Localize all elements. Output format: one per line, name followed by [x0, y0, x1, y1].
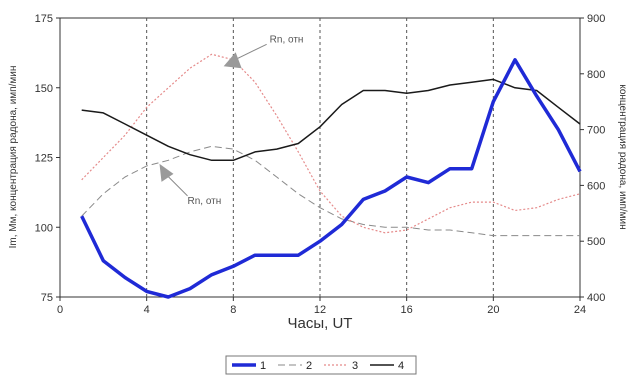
x-tick-label: 16: [401, 304, 413, 316]
x-tick-label: 20: [487, 304, 499, 316]
y-right-tick-label: 500: [587, 236, 605, 248]
y-left-tick-label: 175: [35, 13, 53, 25]
legend-label-4: 4: [398, 360, 404, 372]
y-left-axis-label: Im, Мм, концентрация радона, имп/мин: [8, 66, 19, 249]
legend-label-1: 1: [260, 360, 266, 372]
y-right-tick-label: 900: [587, 13, 605, 25]
series-4-line: [81, 78, 581, 162]
legend-frame: [225, 355, 417, 375]
series-group: [80, 53, 582, 299]
legend: 1 2 3 4: [225, 355, 417, 375]
x-ticks: 0 4 8 12 16 20 24: [57, 297, 586, 316]
annotation-1-label: Rn, отн: [270, 34, 304, 45]
x-axis-label: Часы, UT: [288, 315, 353, 332]
y-right-axis-label: концентрация радона, имп/мин: [617, 84, 628, 229]
y-right-tick-label: 800: [587, 69, 605, 81]
x-tick-label: 12: [314, 304, 326, 316]
annotations: Rn, отн Rn, отн: [159, 34, 304, 207]
y-right-tick-label: 600: [587, 180, 605, 192]
y-left-tick-label: 125: [35, 153, 53, 165]
grid: [146, 18, 494, 297]
series-2-line: [81, 145, 580, 237]
y-left-tick-label: 75: [41, 292, 53, 304]
y-right-ticks: 400 500 600 700 800 900: [580, 13, 605, 304]
x-tick-label: 0: [57, 304, 63, 316]
series-3-line: [81, 53, 581, 234]
legend-label-3: 3: [352, 360, 358, 372]
x-tick-label: 24: [574, 304, 586, 316]
x-tick-label: 8: [230, 304, 236, 316]
y-right-tick-label: 700: [587, 125, 605, 137]
series-1-line: [80, 58, 582, 299]
legend-label-2: 2: [306, 360, 312, 372]
annotation-1-arrowhead: [223, 52, 242, 69]
y-left-ticks: 75 100 125 150 175: [35, 13, 60, 304]
y-right-tick-label: 400: [587, 292, 605, 304]
annotation-2-label: Rn, отн: [188, 196, 222, 207]
y-left-tick-label: 100: [35, 222, 53, 234]
y-left-tick-label: 150: [35, 83, 53, 95]
annotation-2-arrowhead: [159, 163, 174, 182]
x-tick-label: 4: [144, 304, 150, 316]
